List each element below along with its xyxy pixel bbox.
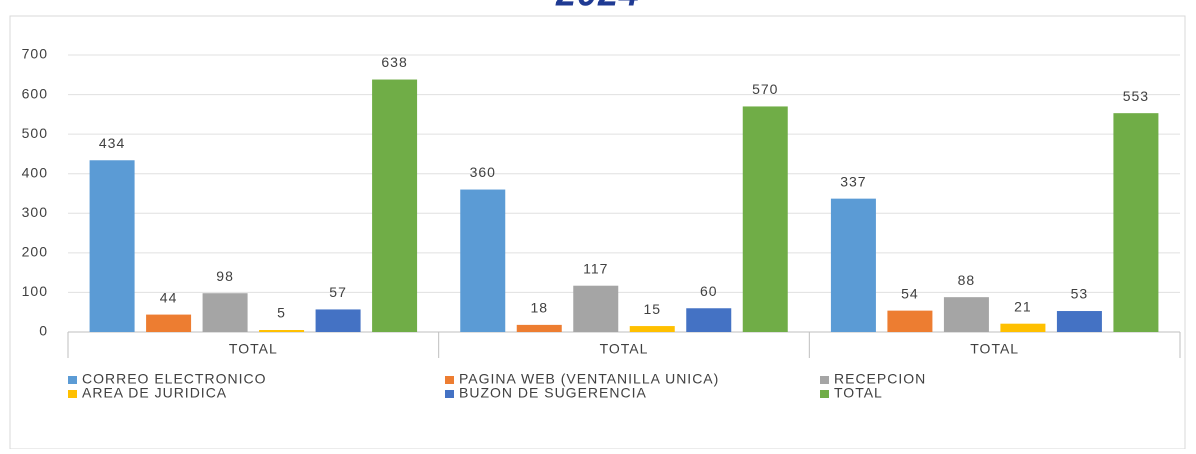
legend-swatch	[820, 376, 829, 384]
legend-swatch	[68, 376, 77, 384]
legend-label: RECEPCION	[834, 371, 926, 387]
y-tick-label: 200	[22, 244, 48, 260]
value-label: 53	[1071, 286, 1089, 302]
value-label: 553	[1123, 88, 1149, 104]
bar	[315, 309, 361, 332]
bar	[1056, 311, 1102, 332]
x-tick-label: TOTAL	[600, 341, 649, 357]
value-label: 44	[160, 289, 178, 305]
x-tick-label: TOTAL	[970, 341, 1019, 357]
bar	[943, 297, 989, 332]
legend-label: BUZON DE SUGERENCIA	[459, 385, 647, 401]
value-label: 360	[470, 164, 496, 180]
value-label: 117	[583, 260, 608, 276]
bar	[573, 285, 619, 332]
value-label: 98	[216, 268, 234, 284]
value-label: 570	[752, 81, 778, 97]
legend-label: AREA DE JURIDICA	[82, 385, 227, 401]
value-label: 21	[1014, 298, 1032, 314]
value-label: 638	[381, 54, 407, 70]
legend-label: TOTAL	[834, 385, 883, 401]
bar	[89, 160, 135, 332]
y-tick-label: 600	[22, 85, 48, 101]
value-label: 15	[643, 301, 661, 317]
value-label: 54	[901, 285, 919, 301]
value-label: 434	[99, 135, 125, 151]
x-tick-label: TOTAL	[229, 341, 278, 357]
y-tick-label: 500	[22, 125, 48, 141]
bar	[887, 310, 933, 332]
legend-label: CORREO ELECTRONICO	[82, 371, 266, 387]
legend-label: PAGINA WEB (VENTANILLA UNICA)	[459, 371, 719, 387]
y-tick-label: 400	[22, 164, 48, 180]
bar	[1000, 323, 1046, 332]
bar	[259, 330, 305, 332]
value-label: 57	[329, 284, 347, 300]
value-label: 88	[958, 272, 976, 288]
bar	[830, 198, 876, 332]
y-tick-label: 100	[22, 283, 48, 299]
y-tick-label: 0	[39, 323, 48, 339]
value-label: 5	[277, 305, 286, 321]
legend-swatch	[68, 390, 77, 398]
bar	[1113, 113, 1159, 332]
bar	[516, 324, 562, 332]
chart-frame	[9, 15, 1186, 450]
bar	[742, 106, 788, 332]
chart-title: 2024	[555, 0, 640, 14]
value-label: 60	[700, 283, 718, 299]
bar	[629, 326, 675, 332]
legend-swatch	[820, 390, 829, 398]
legend-swatch	[445, 376, 454, 384]
bar	[146, 314, 192, 332]
y-tick-label: 300	[22, 204, 48, 220]
y-tick-label: 700	[22, 46, 48, 62]
value-label: 18	[530, 300, 548, 316]
bar	[372, 79, 418, 332]
legend-swatch	[445, 390, 454, 398]
value-label: 337	[840, 173, 866, 189]
bar	[202, 293, 248, 332]
bar	[686, 308, 732, 332]
bar	[460, 189, 506, 332]
